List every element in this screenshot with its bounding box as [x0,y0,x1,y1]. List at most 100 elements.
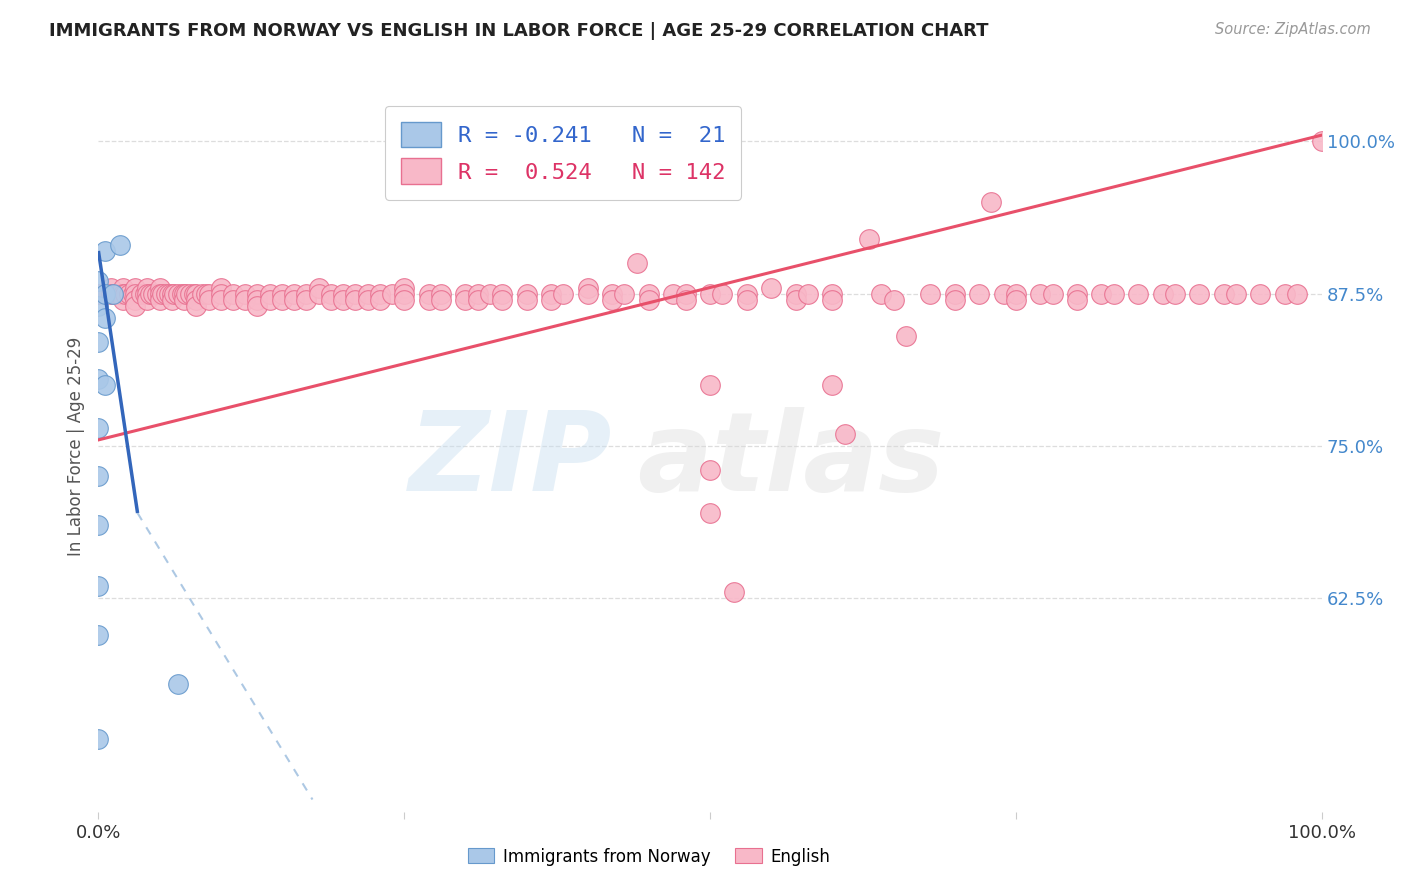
Point [87,579,110,593]
Point [93,286,115,301]
Point [943,286,966,301]
Point [93,286,115,301]
Point [894,329,917,343]
Point [920,286,942,301]
Point [124,293,146,307]
Point [454,286,477,301]
Point [160,293,183,307]
Text: ZIP: ZIP [409,407,612,514]
Point [1286,286,1309,301]
Point [711,286,734,301]
Point [186,299,208,313]
Point [319,286,342,301]
Point [105,286,128,301]
Point [157,286,180,301]
Point [191,286,214,301]
Point [344,293,367,307]
Point [319,293,342,307]
Point [87,275,110,289]
Point [1042,286,1064,301]
Point [149,286,172,301]
Point [209,280,232,294]
Point [170,286,193,301]
Point [467,293,489,307]
Point [430,286,453,301]
Point [246,299,269,313]
Point [1128,286,1150,301]
Point [270,286,294,301]
Point [100,280,122,294]
Point [381,286,404,301]
Y-axis label: In Labor Force | Age 25-29: In Labor Force | Age 25-29 [66,336,84,556]
Point [613,286,636,301]
Point [295,286,318,301]
Point [418,293,440,307]
Point [101,286,124,301]
Point [967,286,990,301]
Point [392,286,416,301]
Point [675,293,697,307]
Point [1066,293,1088,307]
Point [155,286,177,301]
Point [124,299,146,313]
Point [980,195,1002,210]
Point [129,286,152,301]
Point [392,280,416,294]
Point [1090,286,1112,301]
Point [368,293,391,307]
Point [467,286,489,301]
Point [797,286,820,301]
Point [136,293,159,307]
Point [195,286,218,301]
Point [1152,286,1174,301]
Point [173,286,195,301]
Point [93,244,115,258]
Point [637,293,661,307]
Point [163,286,186,301]
Point [540,286,562,301]
Point [246,286,269,301]
Point [1310,134,1333,148]
Point [735,293,758,307]
Point [392,293,416,307]
Point [233,293,256,307]
Point [993,286,1015,301]
Point [110,286,132,301]
Point [186,286,208,301]
Point [111,293,134,307]
Point [186,293,208,307]
Point [332,286,354,301]
Point [295,293,318,307]
Point [167,677,190,691]
Point [87,421,110,435]
Point [124,286,146,301]
Point [101,286,124,301]
Point [93,311,115,326]
Point [821,293,844,307]
Point [662,286,685,301]
Point [1249,286,1271,301]
Point [136,280,159,294]
Point [111,286,134,301]
Point [146,286,169,301]
Point [87,518,110,533]
Point [118,286,141,301]
Point [139,286,162,301]
Point [600,286,623,301]
Point [943,293,966,307]
Point [491,286,513,301]
Point [283,293,305,307]
Point [576,286,599,301]
Point [149,293,172,307]
Point [1225,286,1247,301]
Point [283,286,305,301]
Point [222,293,245,307]
Point [176,286,198,301]
Point [110,238,132,252]
Point [87,335,110,350]
Point [87,628,110,642]
Point [167,286,190,301]
Point [93,378,115,392]
Point [883,293,905,307]
Point [356,293,378,307]
